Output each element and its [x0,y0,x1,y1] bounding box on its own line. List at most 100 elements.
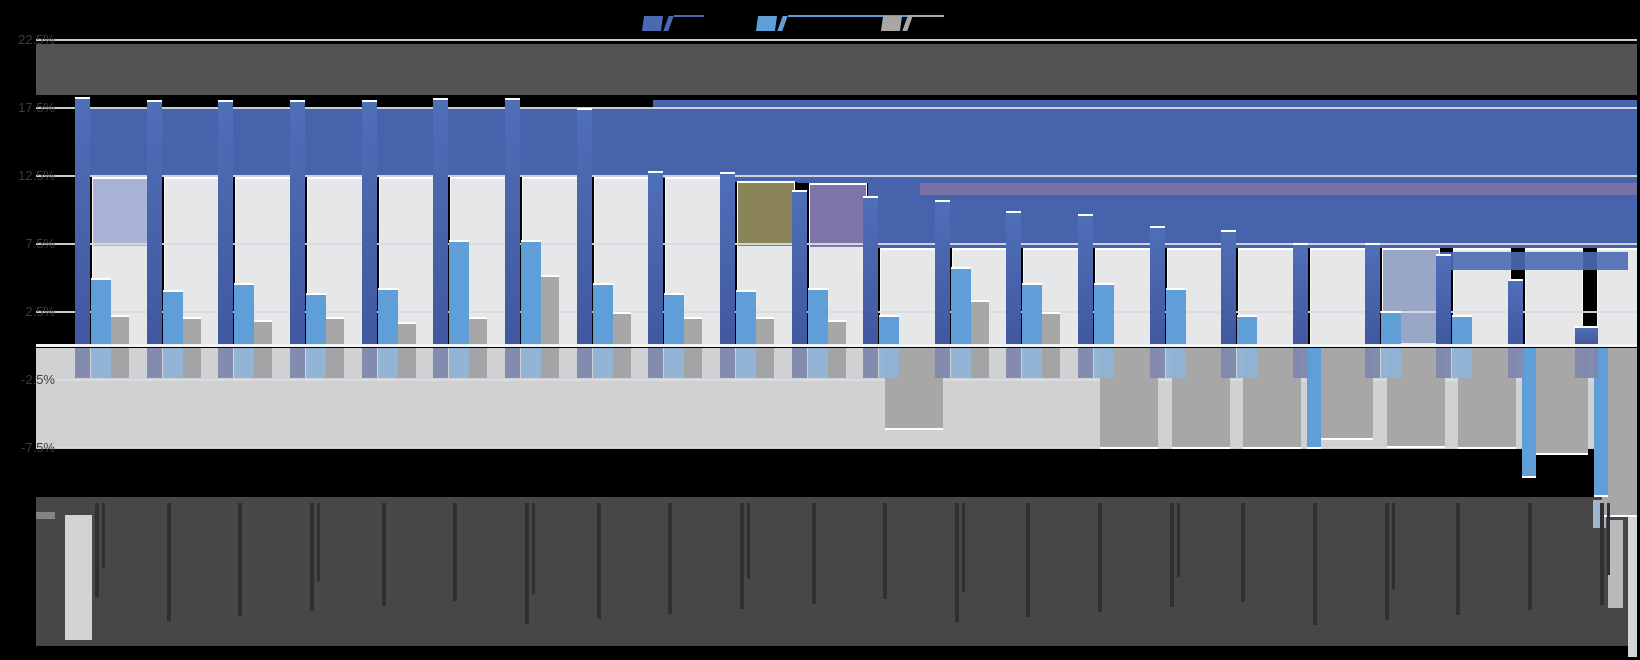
bar-blue-15 [1150,226,1165,346]
x-axis-label-18 [1385,503,1389,620]
stub-blue-20 [1508,348,1523,378]
stub-lightblue-13 [1022,348,1042,378]
x-axis-label-12 [955,503,959,622]
bar-blue-9 [720,172,735,346]
legend-label-topline [788,15,917,17]
stub-blue-14 [1078,348,1093,378]
stub-gray-10 [828,348,846,378]
stub-blue-7 [577,348,592,378]
edge-wide-bar [1628,250,1637,346]
bar-blue-7 [577,108,592,346]
stub-blue-9 [720,348,735,378]
bar-blue-13 [1006,211,1021,346]
x-axis-label-3 [310,503,314,611]
bar-gray-12 [971,300,989,346]
y-axis-label: -7.5% [21,440,55,455]
stub-lightblue-10 [808,348,828,378]
bar-gray-6 [541,275,559,346]
band-blue-12 [940,100,1012,248]
bar-blue-5 [433,98,448,346]
bar-lightblue-neg-17 [1307,348,1321,449]
bar-lightblue-neg-21 [1594,348,1608,497]
stub-gray-0 [111,348,129,378]
band-blue-3 [295,109,367,177]
x-axis-label-8 [668,503,672,614]
bar-lightblue-4 [378,288,398,346]
x-axis-label-6 [525,503,529,624]
band-blue-2 [223,109,295,177]
bar-lightblue-11 [879,315,899,346]
y-axis-label: 12.5% [18,168,55,183]
bar-blue-10 [792,190,807,346]
stub-lightblue-3 [306,348,326,378]
bar-gray-4 [398,322,416,346]
bar-gray-0 [111,315,129,346]
stub-blue-17 [1293,348,1308,378]
stub-blue-8 [648,348,663,378]
band-blue-9 [725,100,797,182]
x-axis-label-line2-18 [1392,503,1395,590]
band-blue-11 [868,100,940,248]
band-blue-20 [1513,100,1585,248]
band-blue-14 [1083,100,1155,248]
stub-blue-12 [935,348,950,378]
stub-lightblue-1 [163,348,183,378]
bar-lightblue-9 [736,290,756,346]
stub-gray-6 [541,348,559,378]
bar-gray-9 [756,317,774,346]
bar-blue-8 [648,171,663,346]
stub-blue-0 [75,348,90,378]
band-blue-5 [438,109,510,177]
bar-gray-5 [469,317,487,346]
band-blue-19 [1441,100,1513,248]
bar-gray-1 [183,317,201,346]
y-axis-label: -2.5% [21,372,55,387]
x-axis-label-4 [382,503,386,606]
bar-lightblue-12 [951,267,971,346]
right-blue-stripe [1440,252,1637,270]
gridline-0 [36,39,1637,41]
x-axis-label-16 [1241,503,1245,602]
bar-blue-4 [362,100,377,346]
bar-gray-2 [254,320,272,346]
x-axis-label-line2-21 [1607,503,1610,575]
band-blue-17 [1298,100,1370,248]
axis-corner-text [36,512,55,519]
bar-lightblue-16 [1237,315,1257,346]
bar-blue-20 [1508,279,1523,346]
stub-lightblue-9 [736,348,756,378]
stub-blue-13 [1006,348,1021,378]
bar-lightblue-8 [664,293,684,346]
legend-label-topline [908,15,944,17]
x-axis-label-5 [453,503,457,601]
bar-blue-16 [1221,230,1236,346]
stub-blue-21 [1575,348,1598,378]
stub-blue-19 [1436,348,1451,378]
band-blue-1 [152,109,224,177]
stub-lightblue-7 [593,348,613,378]
bar-lightblue-0 [91,278,111,346]
x-axis-label-2 [238,503,242,616]
x-axis-label-17 [1313,503,1317,625]
bar-gray-neg-17 [1315,348,1373,440]
x-axis-label-line2-12 [962,503,965,592]
stub-gray-8 [684,348,702,378]
bar-lightblue-18 [1381,311,1401,346]
bar-lightblue-14 [1094,283,1114,346]
stub-gray-7 [613,348,631,378]
stub-lightblue-19 [1452,348,1472,378]
stub-blue-3 [290,348,305,378]
edge-reflection [1628,449,1637,657]
chart-legend [0,0,1640,36]
stub-lightblue-18 [1381,348,1401,378]
stub-lightblue-5 [449,348,469,378]
stub-gray-2 [254,348,272,378]
wide-bar-17 [1310,248,1368,346]
x-axis-label-0 [95,503,99,598]
bar-blue-21 [1575,326,1598,346]
band-blue-13 [1011,100,1083,248]
stub-lightblue-15 [1166,348,1186,378]
x-axis-label-13 [1026,503,1030,617]
